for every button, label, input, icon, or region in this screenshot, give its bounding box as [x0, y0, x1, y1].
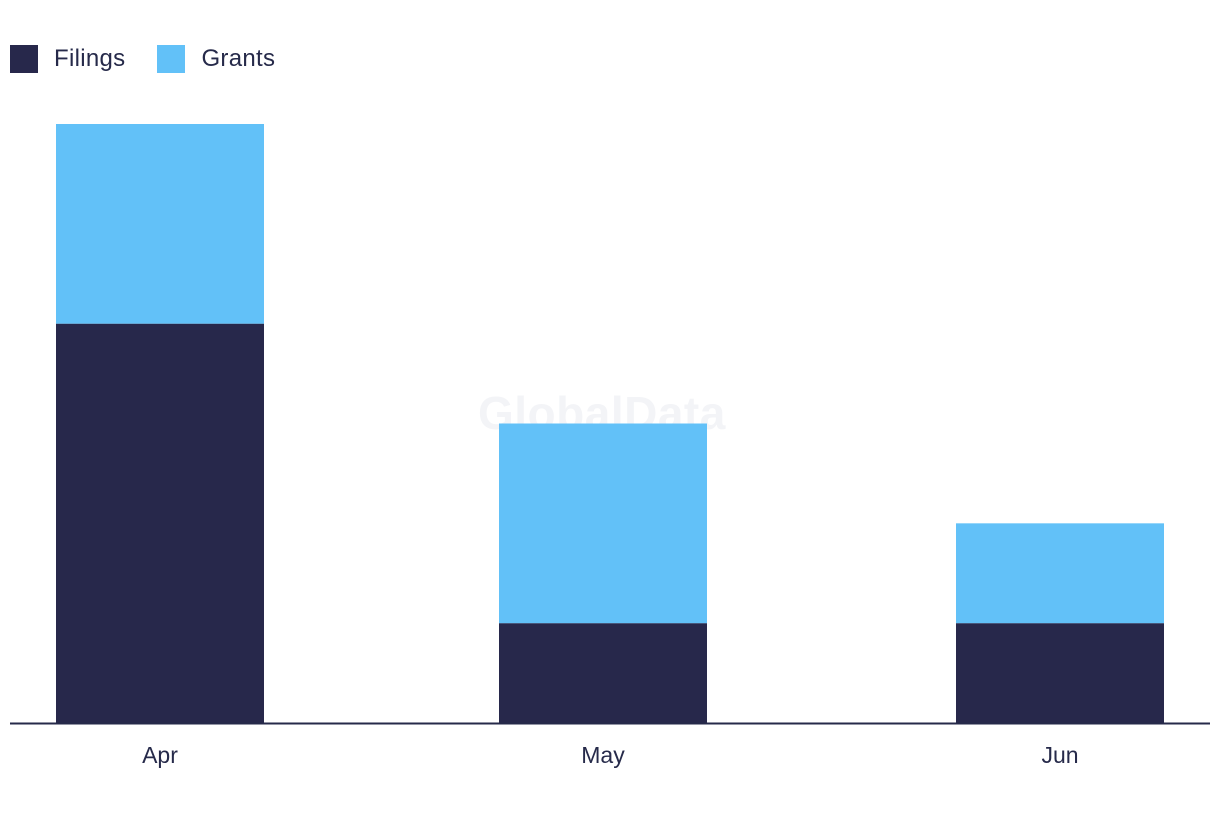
x-tick-label-jun: Jun: [1041, 742, 1078, 768]
legend-swatch-filings: [10, 45, 38, 73]
legend-item-filings: Filings: [10, 45, 125, 73]
bar-apr-filings: [56, 323, 264, 723]
legend-swatch-grants: [157, 45, 186, 73]
bar-may-grants: [499, 423, 707, 624]
bar-jun-filings: [956, 623, 1164, 723]
bar-jun-grants: [956, 523, 1164, 624]
x-tick-label-may: May: [581, 742, 625, 768]
legend: Filings Grants: [10, 44, 307, 74]
bar-may-filings: [499, 623, 707, 723]
bar-apr-grants: [56, 124, 264, 324]
legend-label-grants: Grants: [201, 45, 276, 72]
legend-label-filings: Filings: [54, 45, 126, 72]
x-tick-label-apr: Apr: [142, 742, 178, 768]
legend-item-grants: Grants: [157, 45, 275, 73]
